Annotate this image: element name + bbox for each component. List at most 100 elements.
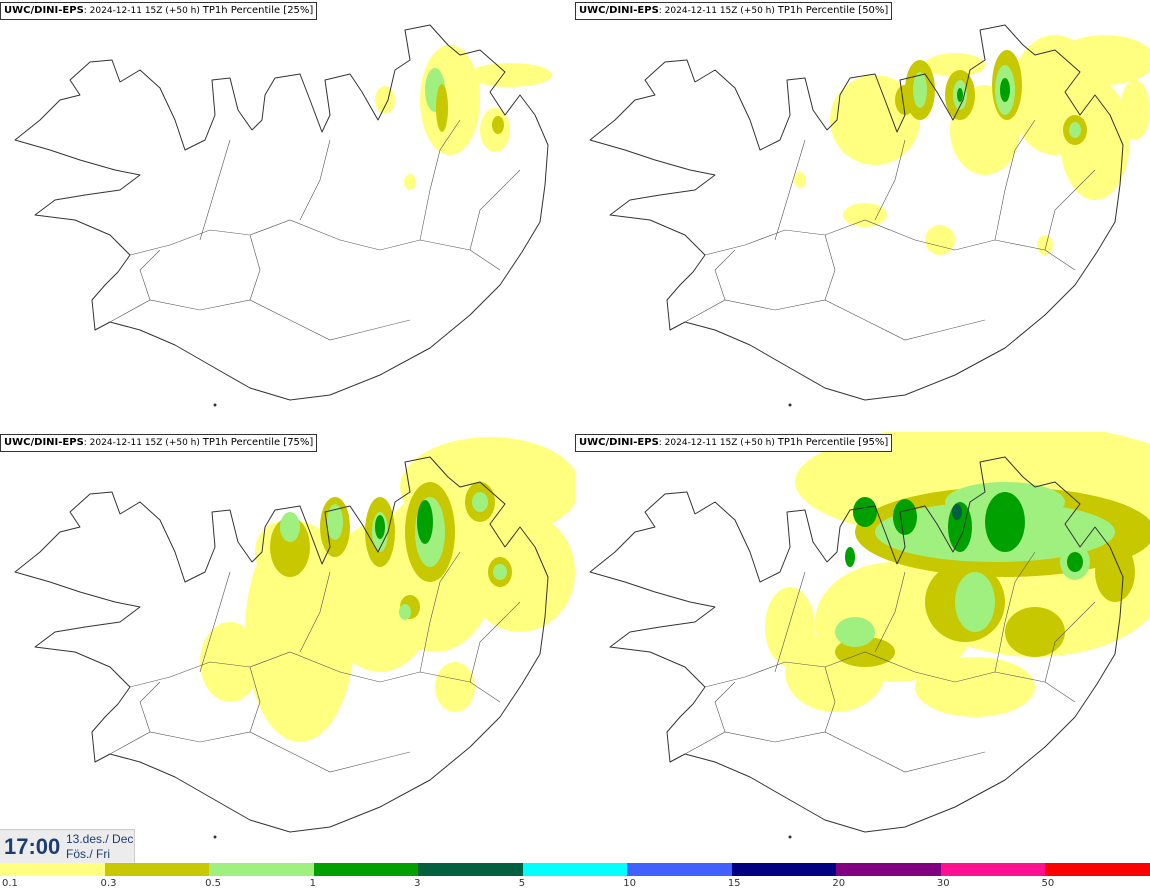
island-marker	[213, 835, 217, 839]
colorbar-label: 3	[414, 878, 421, 889]
precip-contour	[493, 564, 507, 580]
precip-contour	[1005, 607, 1065, 657]
road-line	[199, 139, 231, 241]
panel-title: UWC/DINI-EPS: 2024-12-11 15Z (+50 h) TP1…	[575, 2, 893, 20]
coastline	[14, 456, 549, 833]
island-marker	[788, 403, 792, 407]
precip-contour	[375, 86, 395, 114]
road-line	[199, 571, 231, 673]
road-line	[824, 666, 836, 733]
colorbar-label: 15	[727, 878, 741, 889]
precip-contour	[913, 72, 927, 108]
panel-title: UWC/DINI-EPS: 2024-12-11 15Z (+50 h) TP1…	[0, 2, 318, 20]
product-name: TP1h Percentile [25%]	[202, 5, 314, 16]
road-line	[684, 731, 986, 773]
road-line	[994, 551, 1036, 673]
precipitation-field	[375, 45, 552, 190]
colorbar-label: 0.5	[205, 878, 221, 889]
road-line	[419, 119, 461, 241]
precip-contour	[200, 622, 260, 702]
valid-date: 13.des./ Dec	[66, 832, 134, 846]
model-name: UWC/DINI-EPS	[4, 437, 84, 448]
precip-contour	[843, 203, 887, 227]
run-info: : 2024-12-11 15Z (+50 h)	[658, 6, 775, 16]
panel-title: UWC/DINI-EPS: 2024-12-11 15Z (+50 h) TP1…	[575, 434, 893, 452]
precip-contour	[985, 492, 1025, 552]
map-panel-p25: UWC/DINI-EPS: 2024-12-11 15Z (+50 h) TP1…	[0, 0, 575, 430]
precip-contour	[853, 497, 877, 527]
precip-contour	[957, 88, 963, 102]
island-marker	[213, 403, 217, 407]
road-line	[994, 119, 1036, 241]
iceland-map	[14, 24, 552, 407]
precip-contour	[435, 662, 475, 712]
road-line	[684, 299, 986, 341]
colorbar-segment	[627, 863, 733, 876]
colorbar-label: 0.3	[100, 878, 117, 889]
coastline	[589, 456, 1124, 833]
valid-time-box: 17:00 13.des./ Dec Fös./ Fri	[0, 829, 135, 863]
precip-contour	[399, 604, 411, 620]
road-line	[299, 139, 331, 221]
precip-contour	[895, 85, 915, 115]
coastline	[14, 24, 549, 401]
colorbar-segment	[313, 863, 419, 876]
colorbar-segment	[0, 863, 106, 876]
iceland-map	[589, 24, 1150, 407]
precip-contour	[1037, 235, 1053, 255]
product-name: TP1h Percentile [50%]	[777, 5, 889, 16]
road-line	[774, 571, 806, 673]
colorbar-label: 0.1	[2, 878, 18, 889]
road-line	[139, 249, 161, 301]
precipitation-field	[200, 437, 575, 742]
precip-contour	[465, 512, 575, 632]
colorbar-label: 30	[936, 878, 950, 889]
road-line	[874, 571, 906, 653]
road-line	[109, 731, 411, 773]
road-line	[419, 551, 461, 673]
precip-contour	[1069, 122, 1081, 138]
precip-contour	[765, 587, 815, 667]
colorbar-segment	[940, 863, 1046, 876]
road-line	[824, 234, 836, 301]
precip-contour	[925, 225, 955, 255]
precip-contour	[300, 617, 360, 667]
panel-title: UWC/DINI-EPS: 2024-12-11 15Z (+50 h) TP1…	[0, 434, 318, 452]
colorbar-label: 20	[832, 878, 846, 889]
product-name: TP1h Percentile [75%]	[202, 437, 314, 448]
road-line	[129, 219, 501, 271]
precip-contour	[1067, 552, 1083, 572]
precip-contour	[280, 512, 300, 542]
colorbar-segment	[418, 863, 524, 876]
product-name: TP1h Percentile [95%]	[777, 437, 889, 448]
valid-time-clock: 17:00	[4, 834, 61, 859]
precip-contour	[955, 572, 995, 632]
road-line	[1044, 601, 1096, 683]
colorbar-segment	[522, 863, 628, 876]
run-info: : 2024-12-11 15Z (+50 h)	[658, 438, 775, 448]
coastline	[589, 24, 1124, 401]
precip-contour	[1095, 542, 1135, 602]
road-line	[249, 666, 261, 733]
precip-contour	[327, 504, 343, 540]
precip-contour	[952, 504, 962, 520]
colorbar-segment	[104, 863, 210, 876]
precip-contour	[835, 617, 875, 647]
valid-day: Fös./ Fri	[66, 847, 110, 861]
road-line	[139, 681, 161, 733]
iceland-map	[14, 437, 575, 839]
road-line	[774, 139, 806, 241]
road-line	[299, 571, 331, 653]
map-panel-p95: UWC/DINI-EPS: 2024-12-11 15Z (+50 h) TP1…	[575, 432, 1150, 862]
precip-contour	[270, 517, 310, 577]
precip-contour	[893, 499, 917, 535]
map-panel-p75: UWC/DINI-EPS: 2024-12-11 15Z (+50 h) TP1…	[0, 432, 575, 862]
colorbar-label: 10	[623, 878, 636, 889]
run-info: : 2024-12-11 15Z (+50 h)	[83, 6, 200, 16]
precip-contour	[845, 547, 855, 567]
colorbar-segment	[209, 863, 315, 876]
colorbar-label: 50	[1041, 878, 1055, 889]
road-line	[249, 234, 261, 301]
model-name: UWC/DINI-EPS	[579, 437, 659, 448]
colorbar-segment	[731, 863, 837, 876]
